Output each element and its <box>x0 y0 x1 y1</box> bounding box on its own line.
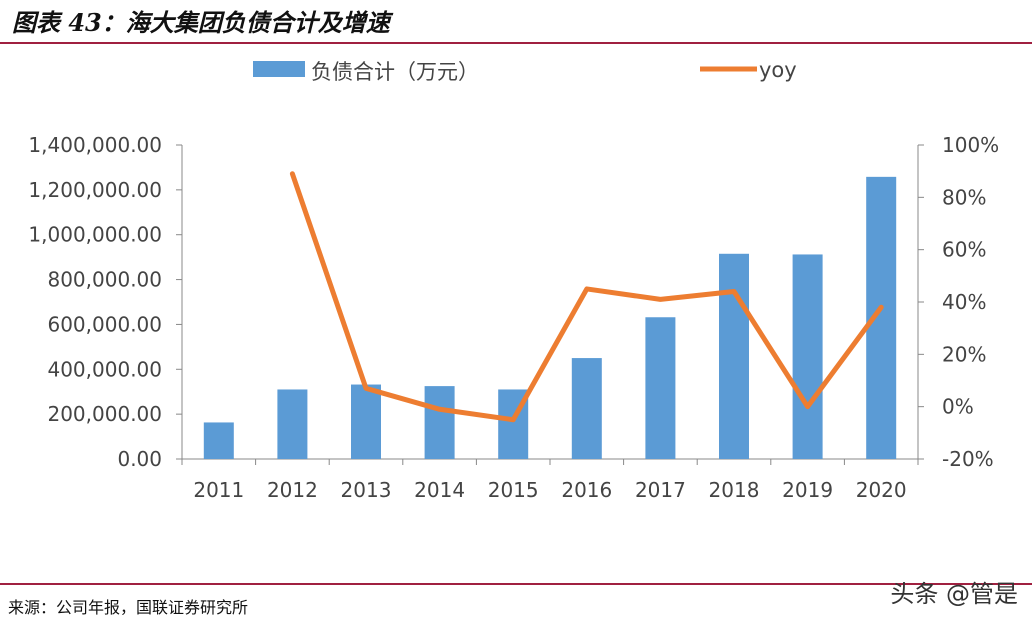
chart: 负债合计（万元） yoy 0.00 200,000.00 400,000.00 600,… <box>28 58 999 502</box>
left-tick-label: 1,200,000.00 <box>28 178 162 202</box>
x-tick-label: 2011 <box>193 478 244 502</box>
bar-2019 <box>792 254 823 459</box>
x-tick-label: 2014 <box>414 478 465 502</box>
x-tick-label: 2015 <box>488 478 539 502</box>
line-series <box>289 171 884 423</box>
x-tick-label: 2018 <box>709 478 760 502</box>
bar-2011 <box>203 422 234 459</box>
legend-line-label: yoy <box>759 58 797 82</box>
bar-series <box>203 176 897 459</box>
right-tick-label: 100% <box>942 133 999 157</box>
bar-2018 <box>719 253 749 459</box>
right-tick-label: 20% <box>942 342 986 366</box>
left-tick-label: 1,000,000.00 <box>28 223 162 247</box>
x-tick-label: 2019 <box>782 478 833 502</box>
left-tick-label: 600,000.00 <box>47 312 162 336</box>
left-tick-label: 400,000.00 <box>47 357 162 381</box>
x-tick-label: 2017 <box>635 478 686 502</box>
x-tick-label: 2012 <box>267 478 318 502</box>
right-tick-label: 60% <box>942 238 986 262</box>
bar-2014 <box>424 386 455 459</box>
legend-bar-label: 负债合计（万元） <box>311 60 479 84</box>
figure-title: 图表 43：海大集团负债合计及增速 <box>12 8 390 37</box>
legend-bar-swatch <box>253 61 305 77</box>
bar-2016 <box>571 358 602 459</box>
right-tick-label: 80% <box>942 185 986 209</box>
top-divider <box>0 42 1032 44</box>
right-tick-label: -20% <box>942 447 994 471</box>
legend: 负债合计（万元） yoy <box>253 58 797 84</box>
bar-2012 <box>277 389 308 459</box>
bar-2013 <box>351 384 381 459</box>
right-tick-label: 40% <box>942 290 986 314</box>
bar-2017 <box>645 317 676 459</box>
left-tick-label: 200,000.00 <box>47 402 162 426</box>
axes: 0.00 200,000.00 400,000.00 600,000.00 800,00… <box>28 133 999 502</box>
left-tick-label: 1,400,000.00 <box>28 133 162 157</box>
x-tick-label: 2020 <box>856 478 907 502</box>
x-tick-label: 2016 <box>561 478 612 502</box>
right-tick-label: 0% <box>942 395 974 419</box>
watermark: 头条 @管是 <box>890 580 1018 608</box>
bottom-divider <box>0 583 1032 585</box>
left-tick-label: 0.00 <box>117 447 162 471</box>
left-tick-label: 800,000.00 <box>47 268 162 292</box>
source-note: 来源：公司年报，国联证券研究所 <box>8 598 249 617</box>
x-tick-label: 2013 <box>341 478 392 502</box>
